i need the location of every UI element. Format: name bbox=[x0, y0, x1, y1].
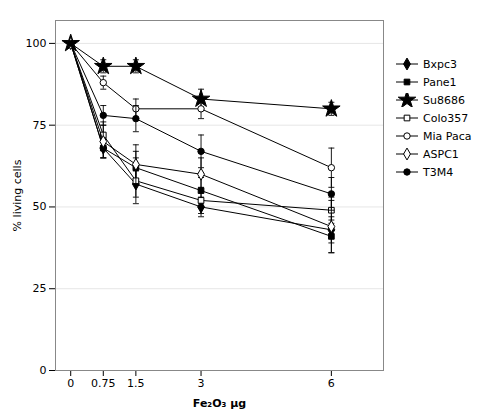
html-text:T3M4: T3M4 bbox=[423, 165, 454, 179]
html-text:Pane1: Pane1 bbox=[423, 75, 457, 89]
svg-text:% living cells: % living cells bbox=[11, 159, 24, 231]
html-text:Bxpc3: Bxpc3 bbox=[423, 57, 458, 71]
svg-text:3: 3 bbox=[198, 377, 205, 390]
svg-text:1.5: 1.5 bbox=[127, 377, 145, 390]
html-text:Mia Paca: Mia Paca bbox=[423, 129, 472, 143]
svg-text:Fe₂O₃ μg: Fe₂O₃ μg bbox=[193, 397, 246, 410]
svg-text:0.75: 0.75 bbox=[91, 377, 116, 390]
svg-text:75: 75 bbox=[33, 119, 47, 132]
svg-text:100: 100 bbox=[26, 37, 47, 50]
svg-text:0: 0 bbox=[40, 364, 47, 377]
svg-text:25: 25 bbox=[33, 282, 47, 295]
svg-text:50: 50 bbox=[33, 200, 47, 213]
html-text:ASPC1: ASPC1 bbox=[423, 147, 459, 161]
svg-text:0: 0 bbox=[67, 377, 74, 390]
svg-text:6: 6 bbox=[328, 377, 335, 390]
html-text:Su8686: Su8686 bbox=[423, 93, 465, 107]
html-text:Colo357: Colo357 bbox=[423, 111, 469, 125]
